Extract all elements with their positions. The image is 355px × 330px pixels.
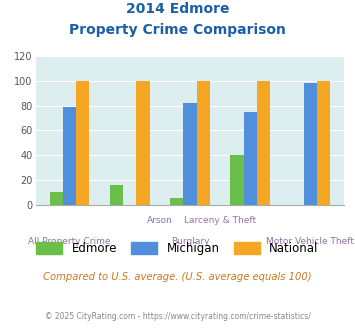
Bar [63, 107, 76, 205]
Text: Arson: Arson [147, 216, 173, 225]
Text: Motor Vehicle Theft: Motor Vehicle Theft [267, 237, 354, 246]
Bar [304, 83, 317, 205]
Bar [244, 112, 257, 205]
Text: Property Crime Comparison: Property Crime Comparison [69, 23, 286, 37]
Bar [136, 81, 149, 205]
Bar [110, 185, 123, 205]
Bar [183, 103, 197, 205]
Bar [230, 155, 244, 205]
Bar [317, 81, 330, 205]
Text: © 2025 CityRating.com - https://www.cityrating.com/crime-statistics/: © 2025 CityRating.com - https://www.city… [45, 312, 310, 321]
Text: All Property Crime: All Property Crime [28, 237, 111, 246]
Text: Burglary: Burglary [171, 237, 209, 246]
Bar [197, 81, 210, 205]
Bar [76, 81, 89, 205]
Text: Compared to U.S. average. (U.S. average equals 100): Compared to U.S. average. (U.S. average … [43, 272, 312, 282]
Text: Larceny & Theft: Larceny & Theft [184, 216, 256, 225]
Bar [257, 81, 270, 205]
Legend: Edmore, Michigan, National: Edmore, Michigan, National [32, 237, 323, 259]
Bar [50, 192, 63, 205]
Bar [170, 198, 183, 205]
Text: 2014 Edmore: 2014 Edmore [126, 2, 229, 16]
